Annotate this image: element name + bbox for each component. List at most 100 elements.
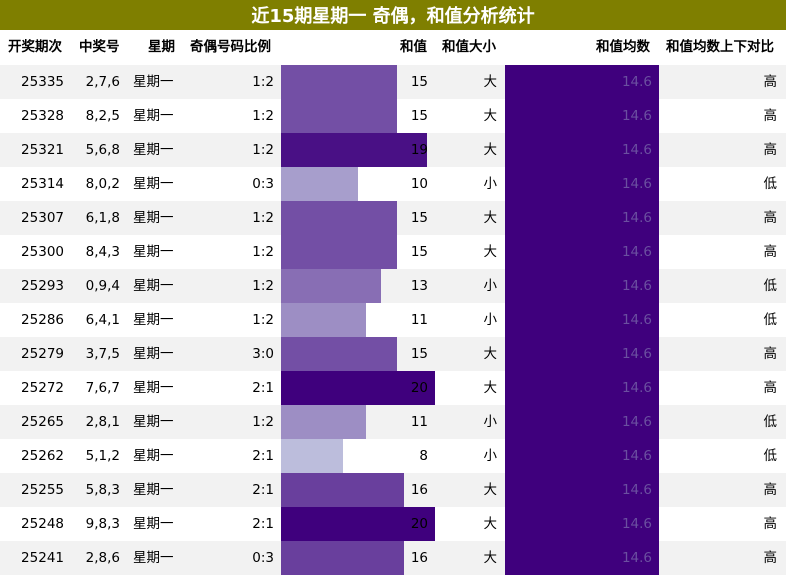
cell-ratio: 1:2 — [252, 278, 274, 294]
table-row: 25300 8,4,3 星期一 1:2 15 大 14.6 高 — [0, 235, 786, 269]
cell-numbers: 0,9,4 — [85, 278, 120, 294]
cell-weekday: 星期一 — [133, 244, 174, 260]
avg-bar — [505, 337, 659, 371]
cell-size: 小 — [483, 414, 498, 430]
avg-bar — [505, 99, 659, 133]
avg-bar — [505, 65, 659, 99]
avg-bar — [505, 167, 659, 201]
cell-compare: 低 — [763, 414, 778, 430]
avg-bar — [505, 507, 659, 541]
cell-avg: 14.6 — [621, 414, 652, 430]
table-row: 25248 9,8,3 星期一 2:1 20 大 14.6 高 — [0, 507, 786, 541]
cell-size: 小 — [483, 278, 498, 294]
avg-bar — [505, 133, 659, 167]
cell-sum: 15 — [410, 244, 428, 260]
table-row: 25321 5,6,8 星期一 1:2 19 大 14.6 高 — [0, 133, 786, 167]
cell-avg: 14.6 — [621, 244, 652, 260]
header-size: 和值大小 — [442, 39, 496, 55]
table-row: 25335 2,7,6 星期一 1:2 15 大 14.6 高 — [0, 65, 786, 99]
table-row: 25255 5,8,3 星期一 2:1 16 大 14.6 高 — [0, 473, 786, 507]
header-period: 开奖期次 — [8, 39, 62, 55]
header-compare: 和值均数上下对比 — [666, 39, 774, 55]
cell-avg: 14.6 — [621, 108, 652, 124]
cell-period: 25300 — [21, 244, 64, 260]
cell-period: 25293 — [21, 278, 64, 294]
cell-ratio: 3:0 — [252, 346, 274, 362]
avg-bar — [505, 269, 659, 303]
cell-size: 大 — [483, 482, 498, 498]
cell-size: 大 — [483, 108, 498, 124]
cell-ratio: 2:1 — [252, 516, 274, 532]
cell-weekday: 星期一 — [133, 346, 174, 362]
cell-ratio: 0:3 — [252, 550, 274, 566]
cell-weekday: 星期一 — [133, 176, 174, 192]
cell-size: 大 — [483, 380, 498, 396]
cell-sum: 13 — [410, 278, 428, 294]
header-sum: 和值 — [400, 39, 427, 55]
cell-weekday: 星期一 — [133, 448, 174, 464]
cell-avg: 14.6 — [621, 176, 652, 192]
cell-compare: 高 — [763, 244, 778, 260]
cell-compare: 高 — [763, 210, 778, 226]
avg-bar — [505, 473, 659, 507]
cell-avg: 14.6 — [621, 210, 652, 226]
cell-sum: 11 — [410, 312, 428, 328]
cell-compare: 高 — [763, 108, 778, 124]
cell-period: 25314 — [21, 176, 64, 192]
sum-bar — [281, 133, 427, 167]
header-row: 开奖期次 中奖号 星期 奇偶号码比例 和值 和值大小 和值均数 和值均数上下对比 — [0, 30, 786, 66]
sum-bar — [281, 439, 343, 473]
cell-size: 大 — [483, 550, 498, 566]
cell-sum: 15 — [410, 210, 428, 226]
cell-avg: 14.6 — [621, 312, 652, 328]
cell-period: 25321 — [21, 142, 64, 158]
cell-compare: 高 — [763, 142, 778, 158]
cell-sum: 15 — [410, 108, 428, 124]
cell-ratio: 1:2 — [252, 108, 274, 124]
cell-size: 大 — [483, 74, 498, 90]
cell-compare: 低 — [763, 176, 778, 192]
cell-sum: 15 — [410, 346, 428, 362]
cell-avg: 14.6 — [621, 516, 652, 532]
sum-bar — [281, 371, 435, 405]
cell-compare: 高 — [763, 346, 778, 362]
cell-size: 大 — [483, 142, 498, 158]
cell-numbers: 6,4,1 — [85, 312, 120, 328]
header-numbers: 中奖号 — [79, 39, 120, 55]
cell-avg: 14.6 — [621, 346, 652, 362]
cell-period: 25279 — [21, 346, 64, 362]
cell-ratio: 1:2 — [252, 210, 274, 226]
header-weekday: 星期 — [148, 39, 175, 55]
cell-weekday: 星期一 — [133, 380, 174, 396]
cell-sum: 16 — [410, 550, 428, 566]
cell-ratio: 1:2 — [252, 74, 274, 90]
cell-compare: 高 — [763, 380, 778, 396]
sum-bar — [281, 507, 435, 541]
cell-period: 25265 — [21, 414, 64, 430]
cell-period: 25286 — [21, 312, 64, 328]
cell-period: 25241 — [21, 550, 64, 566]
cell-numbers: 8,4,3 — [85, 244, 120, 260]
avg-bar — [505, 201, 659, 235]
table-row: 25314 8,0,2 星期一 0:3 10 小 14.6 低 — [0, 167, 786, 201]
cell-weekday: 星期一 — [133, 142, 174, 158]
table-row: 25279 3,7,5 星期一 3:0 15 大 14.6 高 — [0, 337, 786, 371]
cell-period: 25248 — [21, 516, 64, 532]
cell-sum: 11 — [410, 414, 428, 430]
cell-period: 25262 — [21, 448, 64, 464]
cell-weekday: 星期一 — [133, 278, 174, 294]
header-ratio: 奇偶号码比例 — [190, 39, 271, 55]
cell-weekday: 星期一 — [133, 74, 174, 90]
table-row: 25307 6,1,8 星期一 1:2 15 大 14.6 高 — [0, 201, 786, 235]
header-avg: 和值均数 — [596, 39, 650, 55]
cell-numbers: 2,8,1 — [85, 414, 120, 430]
cell-weekday: 星期一 — [133, 482, 174, 498]
cell-compare: 高 — [763, 550, 778, 566]
table-row: 25286 6,4,1 星期一 1:2 11 小 14.6 低 — [0, 303, 786, 337]
sum-bar — [281, 405, 366, 439]
cell-numbers: 5,6,8 — [85, 142, 120, 158]
sum-bar — [281, 167, 358, 201]
cell-sum: 20 — [410, 380, 428, 396]
table-row: 25328 8,2,5 星期一 1:2 15 大 14.6 高 — [0, 99, 786, 133]
table-title: 近15期星期一 奇偶，和值分析统计 — [0, 0, 786, 30]
